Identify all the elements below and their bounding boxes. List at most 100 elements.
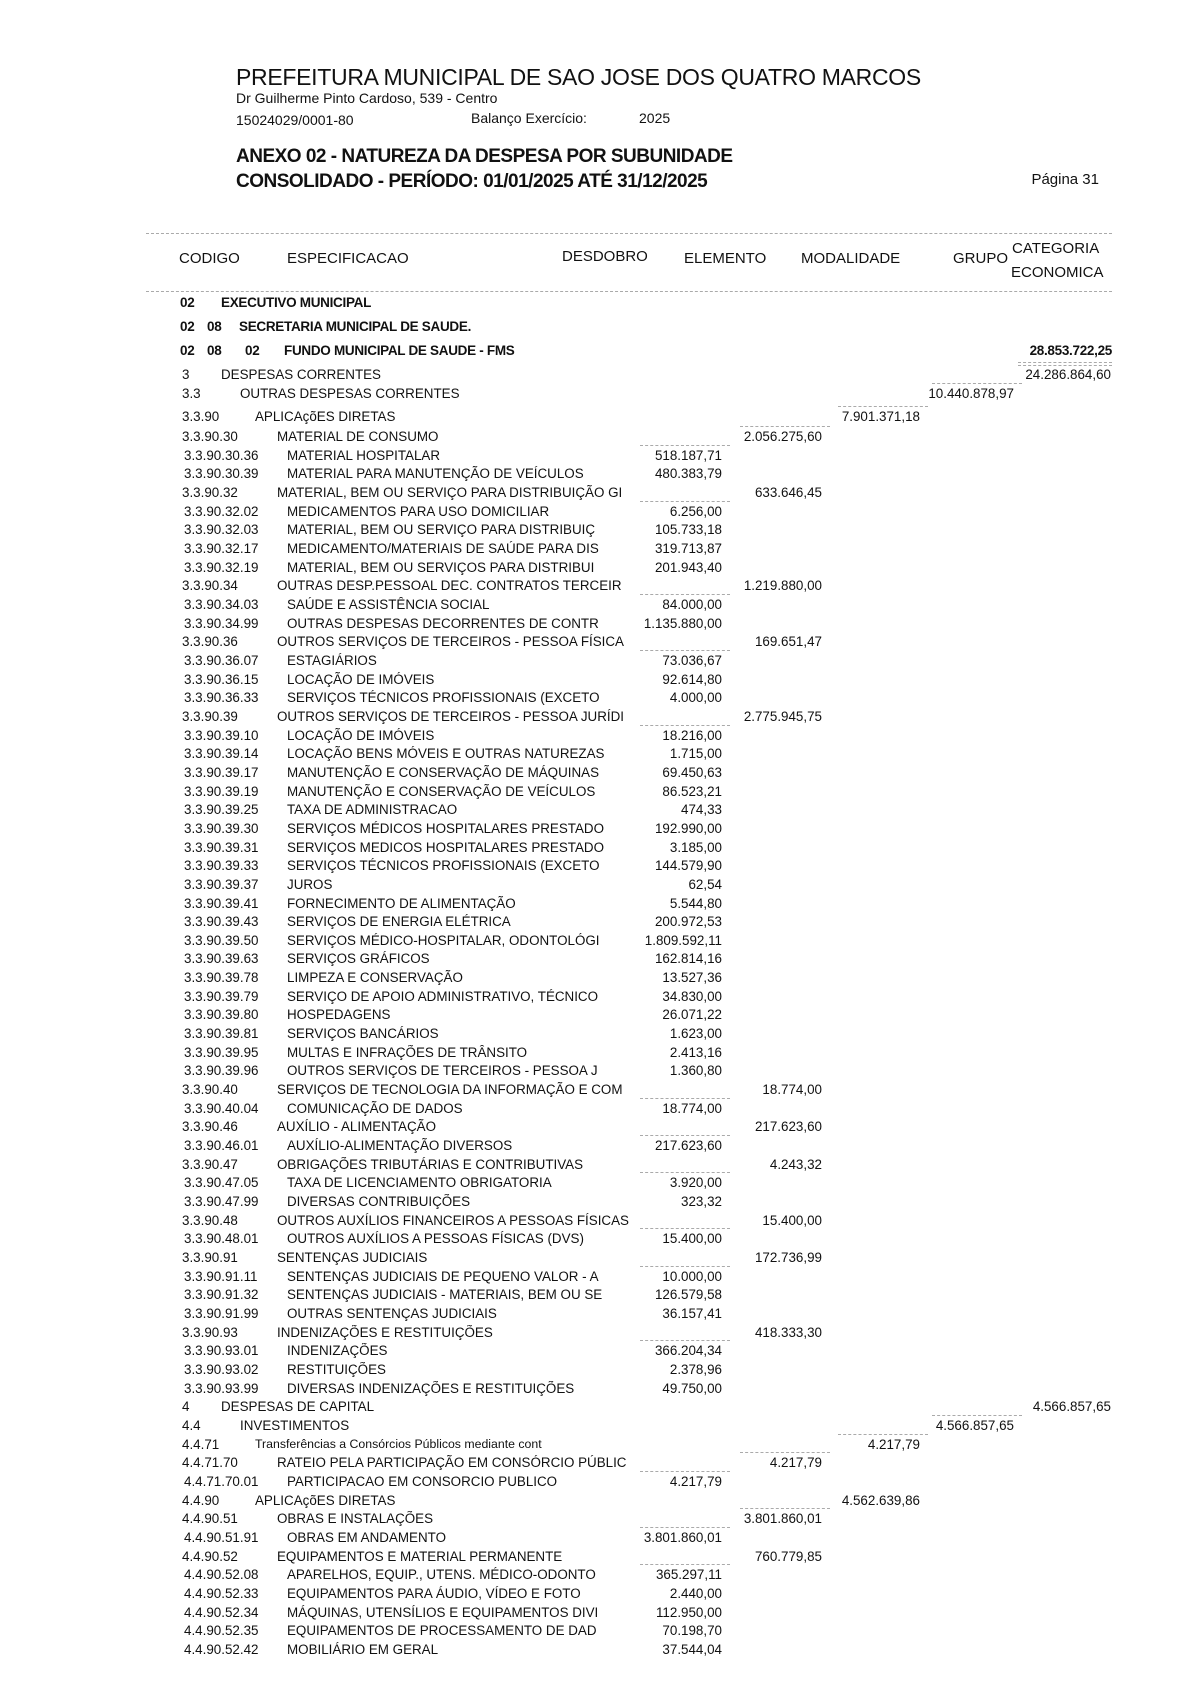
- row-code: 3.3.90.30.36: [184, 447, 259, 463]
- table-row: 3.3.90.39.63 SERVIÇOS GRÁFICOS 162.814,16: [0, 950, 1190, 968]
- row-description: OUTRAS DESP.PESSOAL DEC. CONTRATOS TERCE…: [277, 578, 622, 594]
- entity-title: PREFEITURA MUNICIPAL DE SAO JOSE DOS QUA…: [236, 64, 921, 90]
- row-value-mod: 4.562.639,86: [841, 1492, 920, 1508]
- row-code: 3.3.90.46: [182, 1119, 238, 1135]
- row-code: 4.4.90.52.33: [184, 1585, 259, 1601]
- row-code: 3.3.90.32.19: [184, 559, 259, 575]
- row-code: 3.3.90.39.80: [184, 1007, 259, 1023]
- row-value-d: 2.378,96: [669, 1362, 722, 1377]
- row-code: 3.3.90.39.79: [184, 988, 259, 1004]
- row-description: MATERIAL PARA MANUTENÇÃO DE VEÍCULOS: [287, 466, 584, 482]
- row-code: 3.3.90.39.78: [184, 970, 259, 986]
- table-row: 3.3.90.39.19 MANUTENÇÃO E CONSERVAÇÃO DE …: [0, 783, 1190, 801]
- row-code: 3.3.90.30: [182, 429, 238, 444]
- table-row: 3.3.90.46.01 AUXÍLIO-ALIMENTAÇÃO DIVERSOS…: [0, 1135, 1190, 1155]
- row-description: OUTROS SERVIÇOS DE TERCEIROS - PESSOA FÍ…: [277, 634, 624, 650]
- table-row: 3.3.90.32.19 MATERIAL, BEM OU SERVIÇOS PA…: [0, 559, 1190, 577]
- col-elemento: ELEMENTO: [684, 250, 767, 267]
- row-description: OUTROS SERVIÇOS DE TERCEIROS - PESSOA J: [287, 1063, 598, 1079]
- row-code: 4: [182, 1399, 190, 1415]
- row-code: 3.3.90.47: [182, 1156, 238, 1172]
- table-row: 3.3.90.39.37 JUROS 62,54: [0, 876, 1190, 894]
- unidade-code: 02: [180, 319, 195, 334]
- subunidade-name: FUNDO MUNICIPAL DE SAUDE - FMS: [284, 343, 515, 358]
- row-value-el: 172.736,99: [754, 1250, 822, 1266]
- row-description: DESPESAS DE CAPITAL: [221, 1399, 375, 1415]
- table-row: 3.3.90.46 AUXÍLIO - ALIMENTAÇÃO 217.623,60: [0, 1118, 1190, 1136]
- row-description: EQUIPAMENTOS E MATERIAL PERMANENTE: [277, 1548, 563, 1564]
- row-code: 3.3.90.93.99: [184, 1380, 259, 1396]
- table-row: 3.3.90.32.17 MEDICAMENTO/MATERIAIS DE SAÚ…: [0, 540, 1190, 558]
- row-code: 3.3.90.39.19: [184, 783, 259, 799]
- table-row: 3.3.90.30 MATERIAL DE CONSUMO 2.056.275,60: [0, 426, 1190, 446]
- row-code: 4.4.90.52.34: [184, 1604, 259, 1620]
- row-code: 3.3.90: [182, 409, 220, 424]
- row-value-d: 26.071,22: [662, 1007, 722, 1023]
- table-row: 4.4.71.70 RATEIO PELA PARTICIPAÇÃO EM CON…: [0, 1452, 1190, 1472]
- row-description: LOCAÇÃO DE IMÓVEIS: [287, 727, 435, 743]
- row-value-d: 84.000,00: [622, 593, 730, 612]
- table-row: 3.3.90.39.43 SERVIÇOS DE ENERGIA ELÉTRICA…: [0, 913, 1190, 931]
- row-value-el: 15.400,00: [762, 1212, 822, 1228]
- row-value-d: 73.036,67: [622, 649, 730, 668]
- unidade-code: 08: [207, 319, 222, 334]
- row-value-d: 34.830,00: [662, 988, 722, 1004]
- table-row: 4.4.90.52.34 MÁQUINAS, UTENSÍLIOS E EQUIP…: [0, 1604, 1190, 1622]
- table-row: 3.3.90.36.07 ESTAGIÁRIOS 73.036,67: [0, 649, 1190, 670]
- report-period: CONSOLIDADO - PERÍODO: 01/01/2025 ATÉ 31…: [236, 171, 708, 192]
- row-code: 4.4.90.52: [182, 1548, 238, 1564]
- subunidade-code: 02: [245, 343, 260, 358]
- row-code: 3.3.90.32.17: [184, 540, 259, 556]
- row-value-el: 18.774,00: [762, 1082, 822, 1098]
- table-row: 3.3.90.39.96 OUTROS SERVIÇOS DE TERCEIROS…: [0, 1062, 1190, 1080]
- row-description: APLICAçõES DIRETAS: [255, 1492, 396, 1508]
- table-row: 3.3.90.91 SENTENÇAS JUDICIAIS 172.736,99: [0, 1249, 1190, 1267]
- row-code: 3.3.90.36.15: [184, 671, 259, 687]
- row-value-d: 4.217,79: [622, 1470, 730, 1489]
- row-description: MANUTENÇÃO E CONSERVAÇÃO DE MÁQUINAS: [287, 764, 599, 780]
- row-code: 3.3.90.34.03: [184, 596, 259, 612]
- row-value-mod: 7.901.371,18: [820, 406, 928, 424]
- divider: [146, 291, 1112, 292]
- table-row: 3.3.90.47.05 TAXA DE LICENCIAMENTO OBRIGA…: [0, 1172, 1190, 1192]
- row-description: JUROS: [287, 876, 333, 892]
- row-value-d: 5.544,80: [669, 895, 722, 911]
- row-code: 3.3.90.32.03: [184, 522, 259, 538]
- row-value-cat: 24.286.864,60: [1025, 367, 1111, 382]
- table-row: 4.4.90 APLICAçõES DIRETAS 4.562.639,86: [0, 1492, 1190, 1510]
- row-description: OBRIGAÇÕES TRIBUTÁRIAS E CONTRIBUTIVAS: [277, 1156, 584, 1172]
- row-description: MATERIAL HOSPITALAR: [287, 447, 441, 463]
- table-row: 3.3.90.39.25 TAXA DE ADMINISTRACAO 474,33: [0, 801, 1190, 819]
- table-row: 3.3.90.91.11 SENTENÇAS JUDICIAIS DE PEQUE…: [0, 1265, 1190, 1286]
- row-description: SERVIÇOS BANCÁRIOS: [287, 1026, 439, 1042]
- row-code: 3.3.90.48: [182, 1212, 238, 1228]
- row-value-d: 1.809.592,11: [644, 932, 722, 948]
- row-code: 3.3.90.32.02: [184, 503, 259, 519]
- table-row: 3.3.90.47 OBRIGAÇÕES TRIBUTÁRIAS E CONTRI…: [0, 1156, 1190, 1174]
- row-value-d: 4.000,00: [669, 690, 722, 706]
- row-code: 3.3.90.39: [182, 708, 238, 724]
- row-code: 3.3.90.91.99: [184, 1306, 259, 1322]
- row-code: 3.3.90.39.96: [184, 1063, 259, 1079]
- row-value-el: 1.219.880,00: [743, 578, 822, 594]
- table-row: 3 DESPESAS CORRENTES 24.286.864,60: [0, 366, 1190, 384]
- divider: [1018, 362, 1112, 363]
- row-code: 3.3.90.48.01: [184, 1231, 259, 1247]
- row-value-d: 126.579,58: [654, 1287, 722, 1303]
- row-value-d: 112.950,00: [655, 1604, 722, 1620]
- table-row: 4.4.90.51.91 OBRAS EM ANDAMENTO 3.801.860,…: [0, 1526, 1190, 1547]
- unidade-name: SECRETARIA MUNICIPAL DE SAUDE.: [239, 319, 472, 334]
- row-code: 4.4.71.70: [182, 1455, 238, 1471]
- table-row: 4.4.90.52.33 EQUIPAMENTOS PARA ÁUDIO, VÍD…: [0, 1585, 1190, 1603]
- table-row: 3.3.90.39.14 LOCAÇÃO BENS MÓVEIS E OUTRAS…: [0, 745, 1190, 763]
- row-value-d: 1.715,00: [669, 746, 722, 762]
- table-row: 3.3.90.39.78 LIMPEZA E CONSERVAÇÃO 13.527,…: [0, 969, 1190, 987]
- row-code: 4.4.90.52.42: [184, 1641, 259, 1657]
- row-description: OUTRAS DESPESAS CORRENTES: [240, 386, 460, 401]
- table-row: 3.3.90.39.95 MULTAS E INFRAÇÕES DE TRÂNSI…: [0, 1044, 1190, 1062]
- subunidade-code: 08: [207, 343, 222, 358]
- row-description: OUTRAS DESPESAS DECORRENTES DE CONTR: [287, 615, 599, 631]
- subunidade-code: 02: [180, 343, 195, 358]
- col-especificacao: ESPECIFICACAO: [287, 250, 409, 267]
- table-row: 3.3.90.36 OUTROS SERVIÇOS DE TERCEIROS - …: [0, 633, 1190, 651]
